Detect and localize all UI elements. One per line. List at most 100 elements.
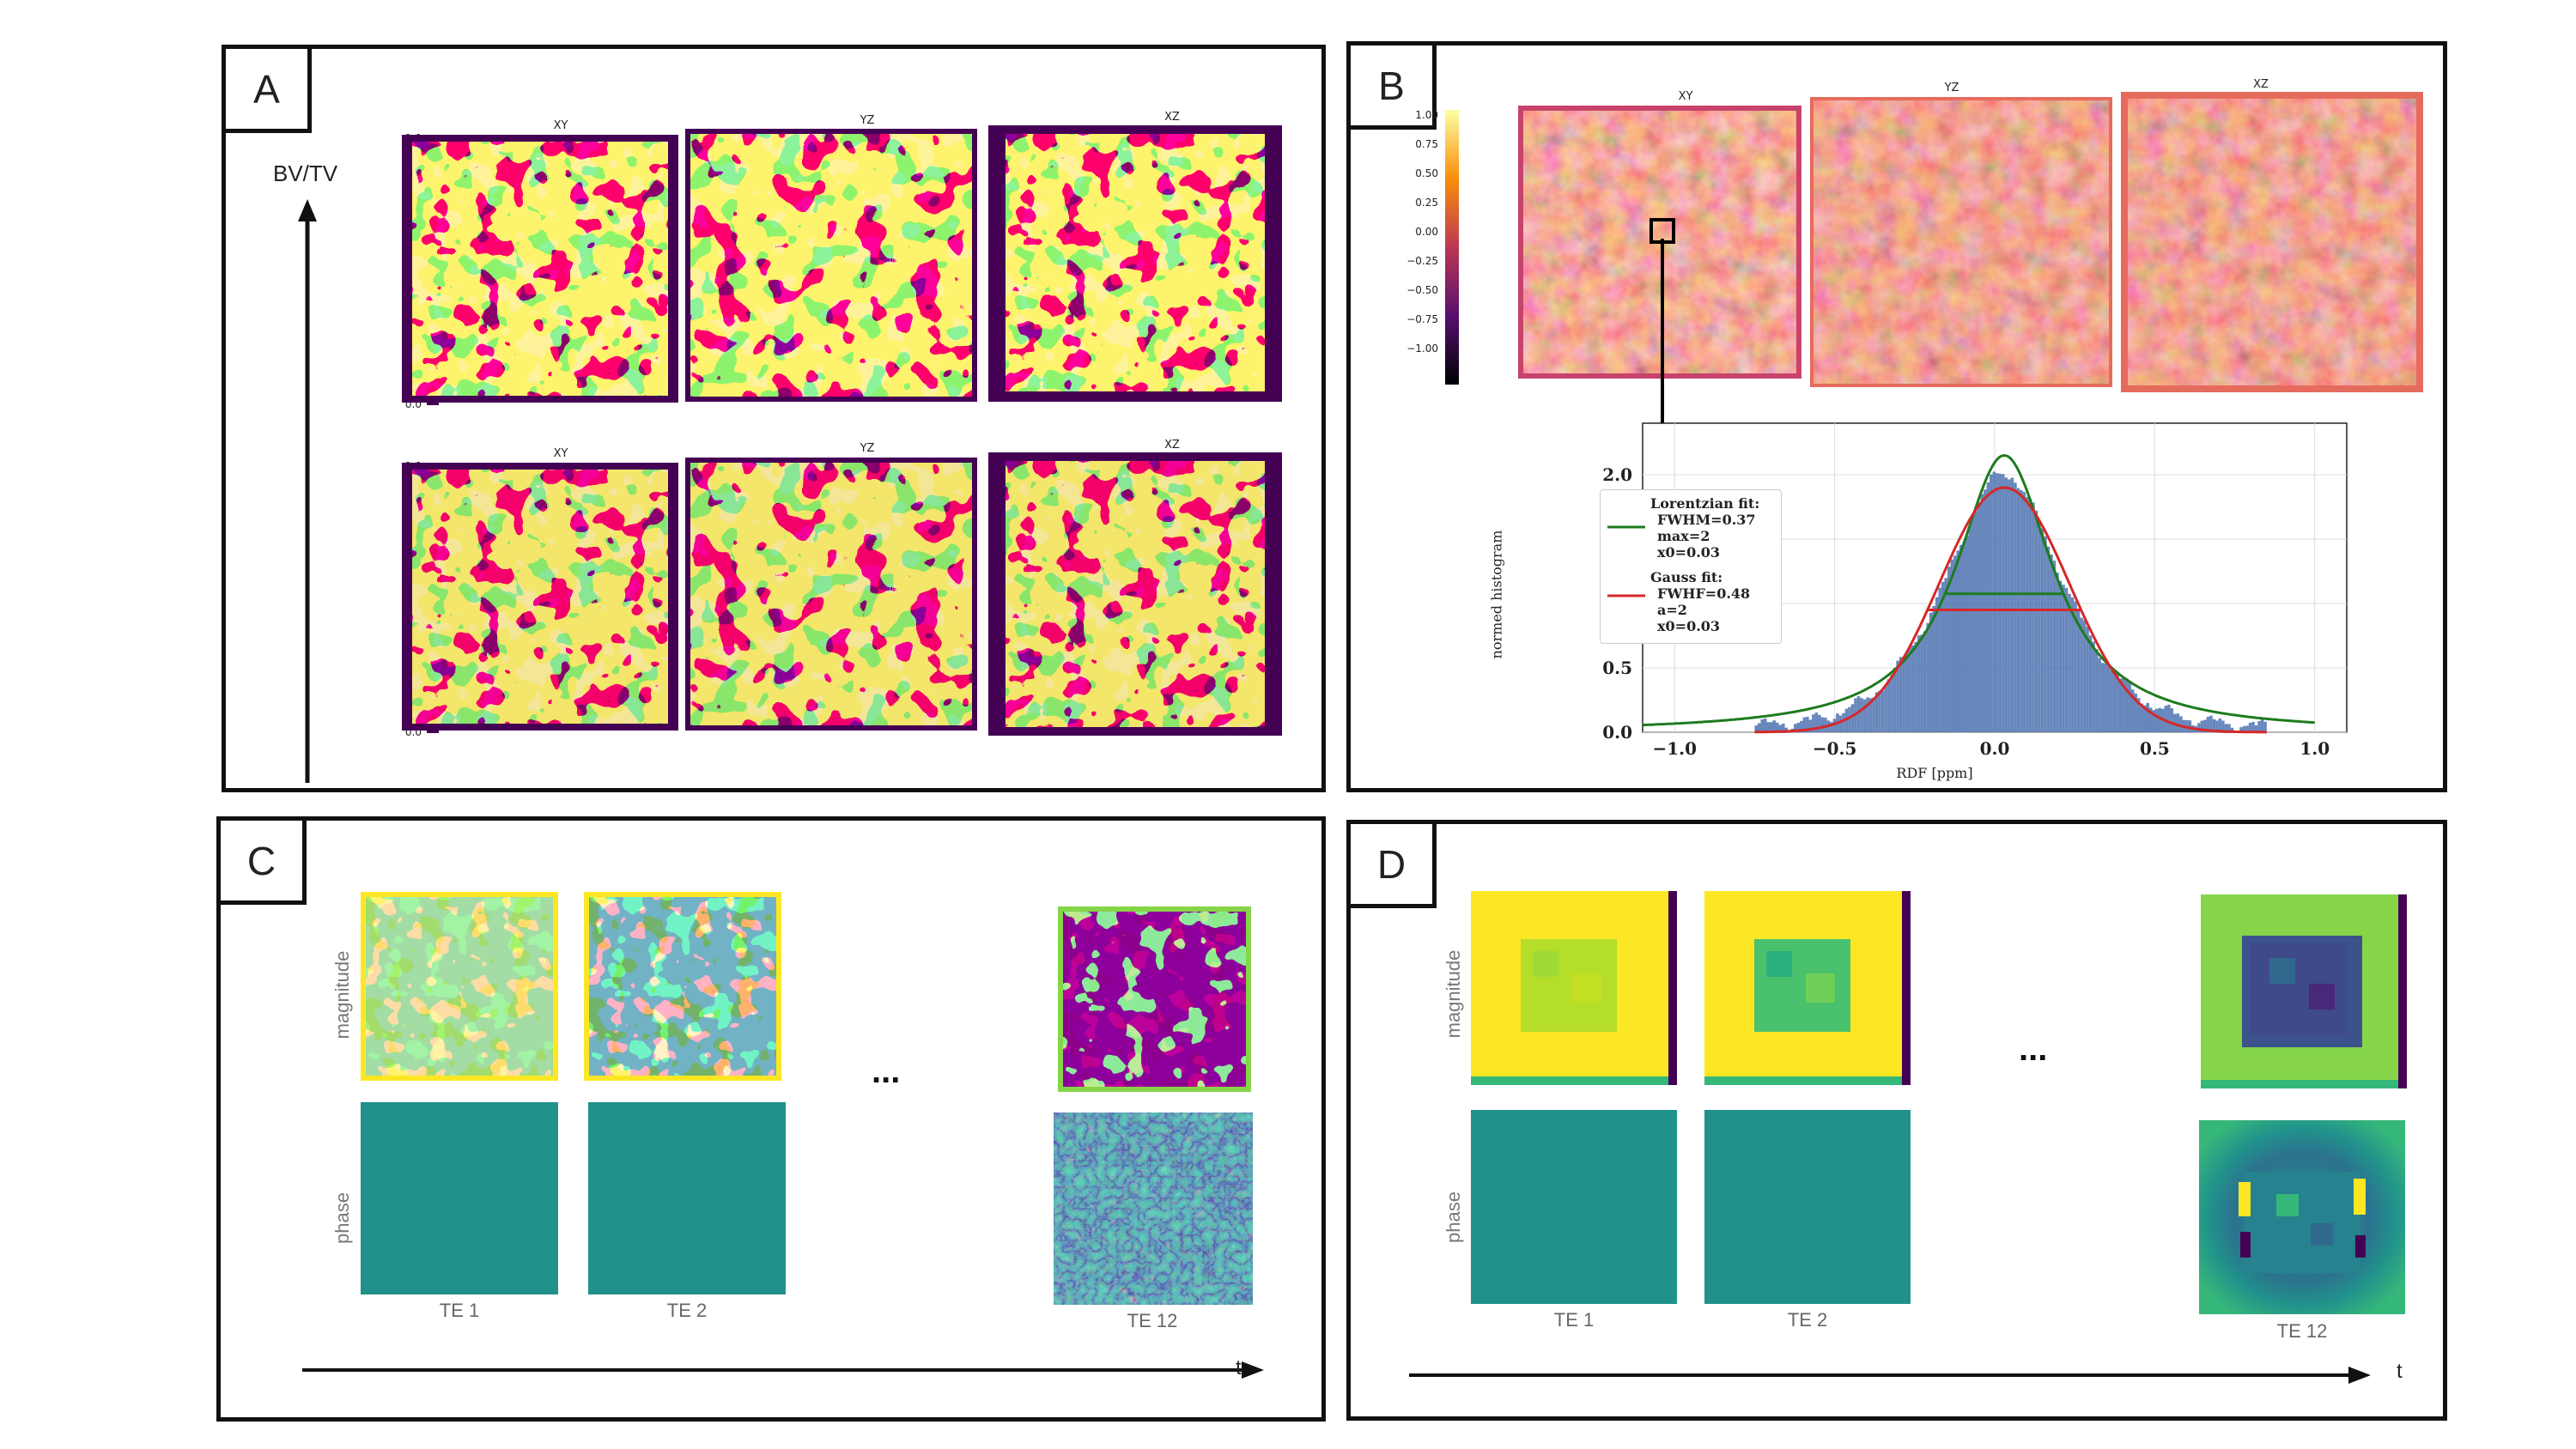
histogram-bar: [1824, 718, 1827, 732]
histogram-bar: [2142, 705, 2147, 732]
histogram-bar: [1862, 699, 1867, 732]
histogram-bar: [2251, 721, 2255, 732]
lorentzian-fit-curve: [1642, 454, 2315, 727]
histogram-bar: [2124, 678, 2129, 732]
histogram-bar: [1992, 471, 1996, 732]
histogram-bar: [1890, 675, 1893, 732]
bvtv-image-xy-bottom: [402, 463, 678, 731]
histogram-bar: [1920, 634, 1923, 732]
histogram-bar: [1763, 718, 1767, 732]
histogram-bar: [2044, 536, 2047, 732]
histogram-bar: [2128, 682, 2131, 732]
histogram-bar: [1917, 635, 1921, 732]
x-tick-label: 0.0: [1980, 738, 2010, 759]
time-axis-arrow: [1409, 1367, 2371, 1384]
histogram-bar: [1776, 722, 1779, 732]
phase-te1-image: [1471, 1110, 1677, 1304]
histogram-bar: [1800, 720, 1803, 732]
histogram-bar: [2218, 718, 2222, 732]
view-title-xz: XZ: [1164, 111, 1180, 124]
colorbar-tick: 0.00: [1415, 226, 1438, 238]
histogram-bar: [1868, 698, 1873, 732]
histogram-bar: [1772, 720, 1777, 732]
histogram-bar: [2197, 723, 2201, 732]
histogram-bar: [2056, 572, 2059, 732]
x-tick-label: 0.5: [2140, 738, 2170, 759]
histogram-bar: [1856, 696, 1861, 732]
histogram-bar: [1820, 717, 1825, 732]
phase-te12-image: [1054, 1113, 1253, 1305]
colorbar-tick: −1.00: [1406, 343, 1438, 355]
colorbar-tick: −0.50: [1406, 284, 1438, 296]
histogram-bar: [2110, 670, 2113, 732]
phase-te12-image: [2199, 1120, 2405, 1314]
histogram-bar: [2248, 723, 2252, 732]
histogram-bar: [2176, 713, 2180, 732]
histogram-legend: Lorentzian fit: FWHM=0.37 max=2 x0=0.03 …: [1600, 489, 1782, 644]
histogram-bar: [2064, 587, 2069, 732]
histogram-bar: [1848, 706, 1851, 732]
histogram-bar: [2245, 725, 2249, 732]
histogram-bar: [2026, 496, 2029, 732]
histogram-bar: [1886, 679, 1891, 732]
histogram-bar: [2179, 716, 2183, 732]
histogram-bar: [2149, 707, 2153, 732]
legend-lorentz-x0: x0=0.03: [1657, 544, 1721, 561]
histogram-bar: [1996, 473, 1999, 732]
row-label-magnitude: magnitude: [1443, 949, 1464, 1039]
rdf-image-xz: [2121, 92, 2423, 392]
histogram-bar: [1932, 605, 1935, 732]
histogram-bar: [1757, 723, 1761, 732]
histogram-bar: [2167, 704, 2171, 732]
histogram-bar: [1926, 622, 1929, 732]
histogram-bar: [1953, 555, 1957, 732]
histogram-bar: [2052, 561, 2057, 732]
histogram-bar: [2046, 546, 2050, 732]
x-tick-label: −1.0: [1652, 738, 1697, 759]
histogram-bar: [2130, 689, 2135, 732]
histogram-bar: [2257, 720, 2261, 732]
bvtv-image-yz-bottom: [685, 458, 977, 731]
histogram-bar: [2034, 510, 2038, 732]
te-label-1: TE 1: [1553, 1309, 1595, 1331]
histogram-bar: [2082, 620, 2087, 732]
histogram-bar: [2227, 724, 2231, 732]
histogram-bar: [1782, 723, 1785, 732]
histogram-bar: [2122, 678, 2125, 732]
histogram-ylabel: normed histogram: [1488, 530, 1505, 659]
time-axis-label: t: [1236, 1356, 1242, 1379]
histogram-bar: [2028, 499, 2032, 732]
histogram-bar: [2002, 474, 2005, 732]
histogram-bar: [1944, 578, 1947, 732]
histogram-bar: [2050, 554, 2053, 732]
te-label-12: TE 12: [2276, 1320, 2328, 1342]
view-title-yz: YZ: [860, 442, 875, 455]
x-tick-label: −0.5: [1813, 738, 1857, 759]
histogram-bar: [2206, 716, 2210, 732]
legend-gauss-a: a=2: [1657, 602, 1687, 618]
histogram-bar: [2152, 710, 2156, 732]
histogram-bar: [2104, 663, 2107, 732]
histogram-bar: [1880, 690, 1885, 732]
y-tick-label: 0.0: [1602, 722, 1632, 743]
legend-gauss-title: Gauss fit:: [1650, 569, 1723, 585]
panel-b: B 1.00 0.75 0.50 0.25 0.00 −0.25 −0.50 −…: [1346, 41, 2447, 792]
colorbar-tick: −0.75: [1406, 313, 1438, 325]
histogram-bar: [1802, 717, 1807, 732]
histogram-bar: [1978, 502, 1981, 732]
histogram-bar: [1794, 724, 1797, 732]
histogram-bar: [2209, 715, 2213, 732]
histogram-bar: [2164, 706, 2168, 732]
legend-lorentz-title: Lorentzian fit:: [1650, 495, 1760, 512]
histogram-bar: [1998, 473, 2002, 732]
colorbar-tick: 1.00: [1415, 109, 1438, 121]
x-tick-label: 1.0: [2300, 738, 2330, 759]
histogram-bar: [1990, 474, 1993, 732]
gauss-fit-curve: [1754, 486, 2267, 734]
histogram-bar: [1806, 716, 1809, 732]
histogram-bar: [2100, 663, 2105, 732]
roi-connector-line: [1661, 239, 1664, 445]
histogram-bar: [2068, 593, 2071, 732]
histogram-bar: [2088, 635, 2093, 732]
histogram-bar: [1754, 725, 1758, 732]
